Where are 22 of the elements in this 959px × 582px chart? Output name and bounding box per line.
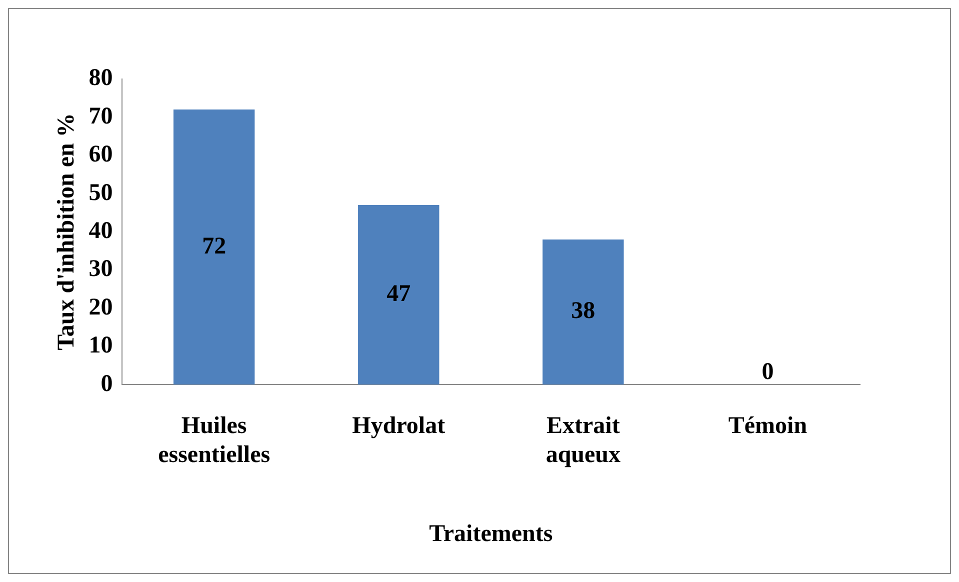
bar [358, 205, 440, 385]
x-axis-title: Traitements [429, 520, 553, 547]
x-tick-label: Extrait aqueux [546, 413, 621, 468]
data-label: 72 [202, 233, 226, 260]
y-tick-label: 30 [88, 256, 113, 282]
data-label: 0 [762, 358, 774, 385]
y-axis-title: Taux d'inhibition en % [54, 113, 80, 350]
x-tick-label: Hydrolat [352, 413, 446, 440]
x-tick-label: Huiles essentielles [158, 413, 270, 468]
bar [542, 239, 624, 385]
y-tick-label: 70 [88, 103, 113, 130]
bar [173, 110, 255, 385]
y-tick-label: 60 [88, 142, 113, 168]
y-tick-label: 80 [88, 65, 113, 92]
y-tick-label: 50 [88, 180, 113, 206]
y-tick-label: 0 [100, 370, 113, 397]
y-tick-label: 10 [88, 332, 113, 359]
y-tick-label: 20 [88, 294, 113, 320]
x-tick-label: Témoin [728, 413, 808, 440]
data-label: 38 [571, 298, 596, 324]
y-tick-label: 40 [88, 218, 113, 244]
data-label: 47 [386, 281, 411, 308]
